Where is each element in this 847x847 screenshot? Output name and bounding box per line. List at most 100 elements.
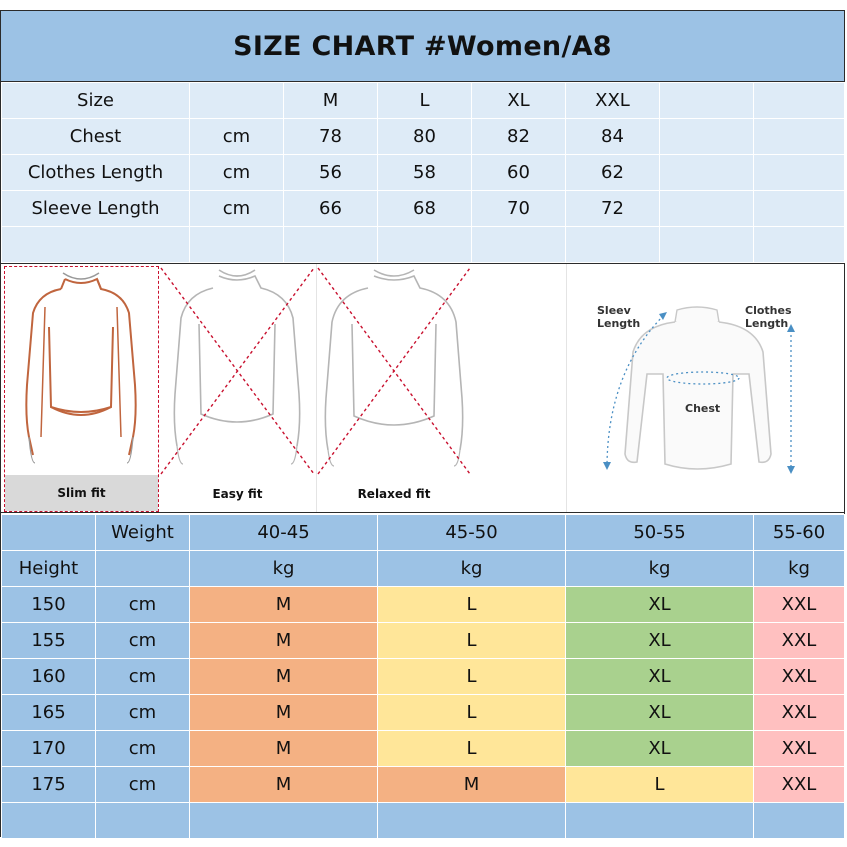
size-cell: XL (565, 658, 754, 695)
size-cell: L (377, 730, 566, 767)
size-xl-header: XL (471, 82, 566, 119)
sleeve-length-row: Sleeve Length cm 66 68 70 72 (1, 190, 845, 227)
size-cell: L (377, 694, 566, 731)
measurements-table: Size M L XL XXL Chest cm 78 80 82 84 Clo… (1, 82, 845, 263)
value-cell: 68 (377, 190, 472, 227)
unit-header-row: Height kg kg kg kg (1, 550, 845, 587)
weight-range: 50-55 (565, 514, 754, 551)
unit-cell: cm (189, 118, 284, 155)
height-value: 155 (1, 622, 96, 659)
size-cell: XXL (753, 694, 845, 731)
empty-cell (471, 226, 566, 263)
size-cell: XXL (753, 658, 845, 695)
size-cell: L (377, 658, 566, 695)
size-l-header: L (377, 82, 472, 119)
empty-cell (659, 154, 754, 191)
empty-cell (283, 226, 378, 263)
slim-fit-panel: Slim fit (4, 266, 159, 512)
value-cell: 62 (565, 154, 660, 191)
height-row: 155 cm M L XL XXL (1, 622, 845, 659)
empty-cell (1, 226, 190, 263)
empty-cell (565, 226, 660, 263)
empty-cell (753, 226, 845, 263)
size-cell: XL (565, 622, 754, 659)
chart-title: SIZE CHART #Women/A8 (1, 11, 844, 82)
empty-cell (95, 802, 190, 839)
weight-header-row: Weight 40-45 45-50 50-55 55-60 (1, 514, 845, 551)
size-cell: M (189, 658, 378, 695)
empty-cell (377, 226, 472, 263)
unit-cell: cm (189, 154, 284, 191)
empty-cell (659, 118, 754, 155)
empty-cell (753, 190, 845, 227)
size-m-header: M (283, 82, 378, 119)
empty-cell (189, 226, 284, 263)
height-row: 165 cm M L XL XXL (1, 694, 845, 731)
height-value: 150 (1, 586, 96, 623)
value-cell: 56 (283, 154, 378, 191)
unit-header (189, 82, 284, 119)
weight-range: 55-60 (753, 514, 845, 551)
empty-cell (189, 802, 378, 839)
value-cell: 78 (283, 118, 378, 155)
size-cell: XL (565, 586, 754, 623)
empty-cell (95, 550, 190, 587)
value-cell: 80 (377, 118, 472, 155)
size-cell: L (377, 586, 566, 623)
sleeve-length-label: Sleev Length (597, 304, 641, 330)
size-xxl-header: XXL (565, 82, 660, 119)
size-cell: XL (565, 730, 754, 767)
height-unit: cm (95, 658, 190, 695)
empty-cell (659, 226, 754, 263)
size-cell: XL (565, 694, 754, 731)
height-value: 160 (1, 658, 96, 695)
empty-cell (753, 154, 845, 191)
measurements-header-row: Size M L XL XXL (1, 82, 845, 119)
empty-cell (753, 118, 845, 155)
chest-row: Chest cm 78 80 82 84 (1, 118, 845, 155)
height-unit: cm (95, 586, 190, 623)
size-cell: M (377, 766, 566, 803)
relaxed-fit-shirt-icon (317, 267, 471, 475)
fit-illustrations: Slim fit Easy fit Relaxed fit (1, 263, 844, 513)
size-cell: M (189, 622, 378, 659)
empty-cell (753, 802, 845, 839)
blank-row (1, 226, 845, 263)
weight-unit: kg (565, 550, 754, 587)
slim-fit-label: Slim fit (5, 475, 158, 511)
empty-cell (565, 802, 754, 839)
height-unit: cm (95, 622, 190, 659)
size-cell: XXL (753, 622, 845, 659)
blank-row (1, 802, 845, 839)
slim-fit-shirt-icon (25, 272, 137, 464)
empty-cell (753, 82, 845, 119)
value-cell: 60 (471, 154, 566, 191)
measurement-shirt-icon (603, 306, 795, 474)
size-cell: XXL (753, 586, 845, 623)
weight-label: Weight (95, 514, 190, 551)
size-cell: L (565, 766, 754, 803)
value-cell: 72 (565, 190, 660, 227)
row-label: Sleeve Length (1, 190, 190, 227)
height-value: 165 (1, 694, 96, 731)
clothes-length-row: Clothes Length cm 56 58 60 62 (1, 154, 845, 191)
size-cell: XXL (753, 730, 845, 767)
height-unit: cm (95, 694, 190, 731)
height-row: 170 cm M L XL XXL (1, 730, 845, 767)
size-cell: XXL (753, 766, 845, 803)
height-value: 175 (1, 766, 96, 803)
easy-fit-shirt-icon (160, 267, 315, 475)
weight-unit: kg (189, 550, 378, 587)
easy-fit-panel: Easy fit (159, 264, 317, 512)
row-label: Chest (1, 118, 190, 155)
size-cell: M (189, 694, 378, 731)
size-cell: L (377, 622, 566, 659)
clothes-length-label: Clothes Length (745, 304, 792, 330)
size-cell: M (189, 766, 378, 803)
empty-cell (659, 190, 754, 227)
height-label: Height (1, 550, 96, 587)
chest-label: Chest (685, 402, 721, 415)
relaxed-fit-label: Relaxed fit (357, 487, 431, 501)
row-label: Clothes Length (1, 154, 190, 191)
height-value: 170 (1, 730, 96, 767)
